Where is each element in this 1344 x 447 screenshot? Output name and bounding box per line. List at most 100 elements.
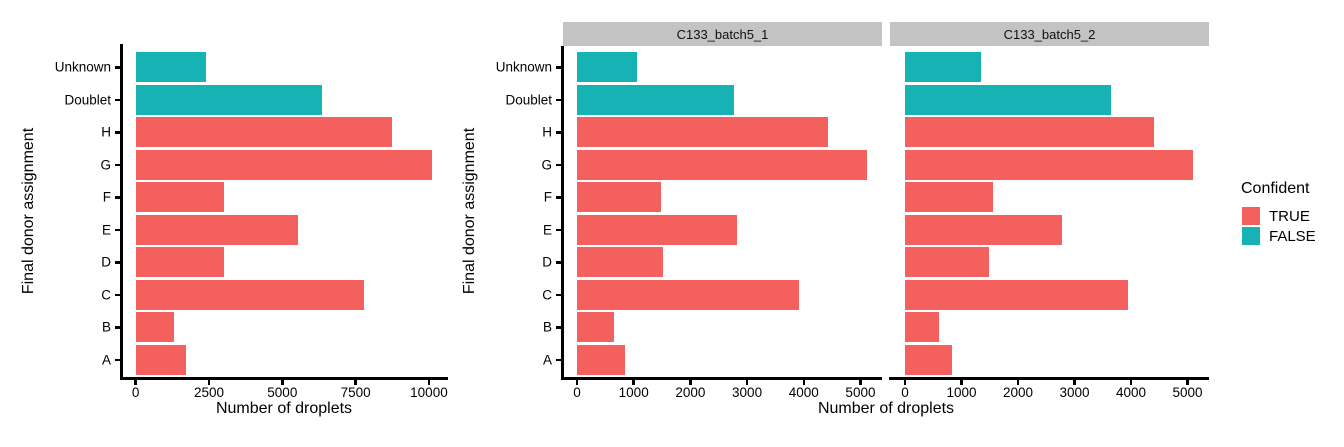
x-tick-label: 10000 (410, 384, 448, 400)
category-label: A (542, 352, 552, 368)
y-tick (556, 326, 561, 329)
x-tick (281, 379, 284, 385)
y-tick (115, 98, 120, 102)
x-tick (575, 379, 579, 385)
y-tick (556, 98, 561, 102)
category-label: Doublet (64, 92, 111, 108)
x-tick-label: 0 (901, 384, 909, 400)
bar (905, 84, 1112, 115)
bar (135, 312, 174, 343)
bar (135, 214, 299, 245)
category-label: H (542, 124, 552, 140)
y-tick (556, 293, 561, 297)
bar (905, 279, 1128, 310)
x-tick (745, 379, 749, 385)
bar (577, 182, 661, 213)
x-tick (859, 379, 862, 385)
category-label: C (542, 287, 552, 303)
bar (905, 52, 982, 82)
x-tick (1129, 379, 1133, 385)
y-tick (115, 131, 120, 134)
bar (905, 344, 952, 375)
y-tick (115, 358, 120, 362)
x-tick (427, 379, 431, 385)
category-label: E (101, 222, 111, 238)
x-tick (689, 379, 692, 385)
bar (135, 279, 365, 310)
x-tick (903, 379, 907, 385)
x-tick-label: 4000 (1115, 384, 1147, 400)
category-label: G (100, 157, 111, 173)
legend-label-true: TRUE (1269, 207, 1310, 225)
x-tick-label: 4000 (788, 384, 819, 400)
x-tick (960, 379, 963, 385)
bar (135, 117, 393, 148)
bar (577, 279, 799, 310)
x-tick (134, 379, 137, 385)
y-tick (556, 131, 561, 134)
left-chart-y-axis-title: Final donor assignment (20, 127, 37, 295)
bar (577, 149, 868, 180)
facet-strip-label: C133_batch5_2 (1003, 26, 1096, 42)
x-tick-label: 5000 (1172, 384, 1203, 400)
legend-label-false: FALSE (1269, 227, 1316, 245)
x-axis-line (120, 377, 448, 380)
category-label: H (101, 124, 111, 140)
x-tick (207, 379, 211, 385)
legend-title: Confident (1241, 180, 1310, 197)
legend-item-true: TRUE (1242, 207, 1310, 225)
x-tick-label: 2000 (1002, 384, 1034, 400)
x-tick-label: 1000 (946, 384, 977, 400)
y-axis-line (120, 44, 123, 380)
facet-strip: C133_batch5_2 (890, 22, 1209, 46)
x-tick (1016, 379, 1020, 385)
category-label: D (542, 254, 552, 270)
bar (577, 247, 664, 278)
x-tick-label: 0 (131, 384, 140, 400)
category-label: B (542, 319, 552, 335)
bar (135, 52, 207, 82)
bar (135, 344, 186, 375)
x-tick (1073, 379, 1076, 385)
y-tick (556, 358, 561, 362)
category-label: E (542, 222, 552, 238)
y-tick (556, 163, 561, 167)
x-tick-label: 7500 (340, 384, 371, 400)
category-label: G (541, 157, 552, 173)
category-label: Unknown (54, 59, 111, 75)
x-tick (354, 379, 357, 385)
x-tick (802, 379, 806, 385)
x-tick-label: 3000 (1059, 384, 1090, 400)
x-tick (1186, 379, 1189, 385)
bar (577, 117, 829, 148)
category-label: C (101, 287, 111, 303)
facet-chart-x-axis-title: Number of droplets (817, 400, 955, 417)
legend-swatch-false-icon (1242, 227, 1260, 245)
category-label: F (543, 189, 552, 205)
y-tick (115, 326, 120, 329)
bar (135, 247, 224, 278)
x-tick-label: 3000 (732, 384, 763, 400)
category-label: F (102, 189, 111, 205)
bar (135, 149, 432, 180)
facet-chart-y-axis-title: Final donor assignment (461, 127, 478, 295)
y-tick (556, 66, 561, 69)
y-tick (115, 293, 120, 297)
bar (135, 84, 322, 115)
bar (905, 182, 993, 213)
y-axis-line (561, 46, 564, 380)
x-axis-line (561, 377, 882, 380)
bar (905, 214, 1062, 245)
x-tick-label: 2000 (675, 384, 706, 400)
bar (905, 312, 939, 343)
y-tick (115, 163, 120, 167)
legend-item-false: FALSE (1242, 227, 1316, 245)
bar (577, 84, 735, 115)
x-tick-label: 5000 (267, 384, 298, 400)
y-tick (115, 261, 120, 264)
facet-strip-label: C133_batch5_1 (676, 26, 769, 42)
bar (577, 312, 615, 343)
y-tick (556, 196, 561, 199)
bar (577, 214, 737, 245)
